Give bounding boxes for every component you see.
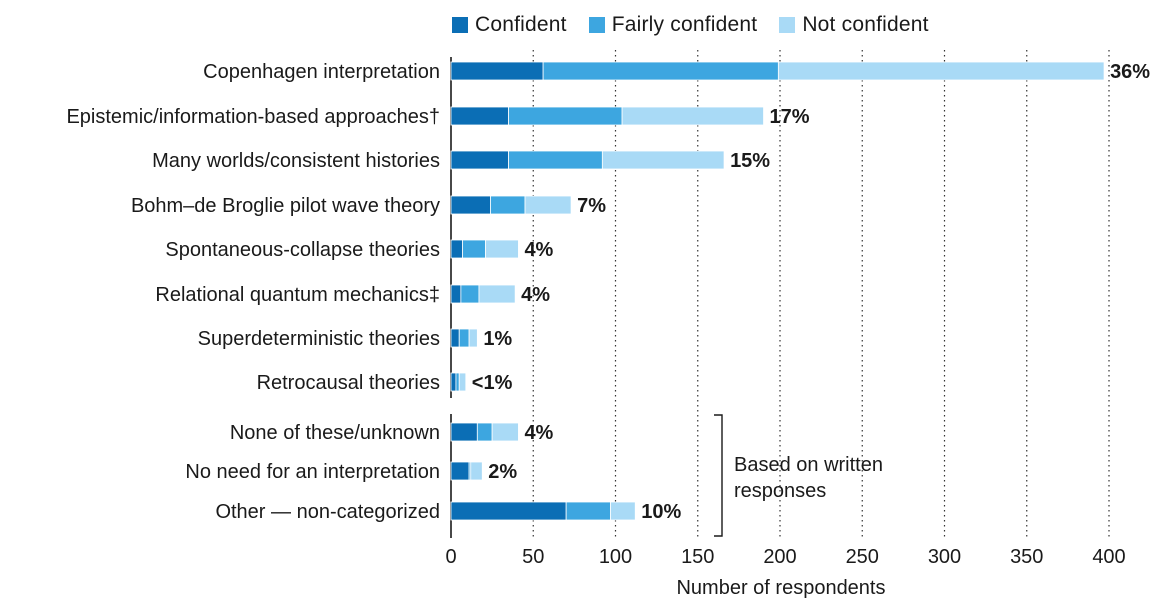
bar-confident-no-need-for-an-interpretation (450, 461, 470, 481)
category-label-spontaneous-collapse-theories: Spontaneous-collapse theories (165, 239, 440, 261)
x-tick-label-350: 350 (1010, 546, 1043, 568)
bar-confident-none-of-these-unknown (450, 422, 478, 442)
legend-label-fairly-confident: Fairly confident (611, 13, 758, 36)
category-label-epistemic-information-based-approaches: Epistemic/information-based approaches† (66, 106, 440, 128)
bar-not-confident-bohm-de-broglie-pilot-wave-theory (524, 195, 572, 215)
bar-fairly-confident-bohm-de-broglie-pilot-wave-theory (490, 195, 526, 215)
data-label-retrocausal-theories: <1% (472, 372, 513, 394)
bar-not-confident-other-non-categorized (610, 501, 636, 521)
x-tick-label-200: 200 (763, 546, 796, 568)
bar-fairly-confident-copenhagen-interpretation (542, 61, 779, 81)
x-tick-label-250: 250 (846, 546, 879, 568)
data-label-superdeterministic-theories: 1% (483, 328, 512, 350)
bar-fairly-confident-other-non-categorized (565, 501, 611, 521)
bar-confident-bohm-de-broglie-pilot-wave-theory (450, 195, 491, 215)
x-axis-title: Number of respondents (676, 577, 885, 599)
bar-not-confident-many-worlds-consistent-histories (601, 150, 725, 170)
bar-confident-other-non-categorized (450, 501, 567, 521)
legend-label-not-confident: Not confident (802, 13, 929, 36)
legend-item-fairly-confident: Fairly confident (588, 13, 758, 37)
bar-not-confident-retrocausal-theories (458, 372, 467, 392)
legend-swatch-not-confident (779, 17, 796, 33)
data-label-relational-quantum-mechanics: 4% (521, 284, 550, 306)
x-tick-label-300: 300 (928, 546, 961, 568)
category-label-superdeterministic-theories: Superdeterministic theories (198, 328, 440, 350)
bar-fairly-confident-epistemic-information-based-approaches (508, 106, 623, 126)
x-tick-label-0: 0 (445, 546, 456, 568)
data-label-no-need-for-an-interpretation: 2% (488, 461, 517, 483)
legend-item-confident: Confident (452, 13, 567, 37)
bar-confident-many-worlds-consistent-histories (450, 150, 509, 170)
bar-confident-relational-quantum-mechanics (450, 284, 462, 304)
bracket-note-line-2: responses (734, 480, 826, 502)
bar-fairly-confident-superdeterministic-theories (458, 328, 470, 348)
data-label-spontaneous-collapse-theories: 4% (524, 239, 553, 261)
bar-fairly-confident-spontaneous-collapse-theories (462, 239, 486, 259)
bar-not-confident-spontaneous-collapse-theories (485, 239, 519, 259)
legend-swatch-confident (452, 17, 468, 33)
bar-fairly-confident-none-of-these-unknown (476, 422, 493, 442)
legend-label-confident: Confident (475, 13, 567, 36)
bracket-note-line-1: Based on written (734, 454, 883, 476)
x-tick-label-400: 400 (1092, 546, 1125, 568)
legend-item-not-confident: Not confident (779, 13, 928, 37)
bar-not-confident-copenhagen-interpretation (777, 61, 1105, 81)
data-label-epistemic-information-based-approaches: 17% (770, 106, 810, 128)
category-label-other-non-categorized: Other — non-categorized (215, 501, 440, 523)
bar-confident-spontaneous-collapse-theories (450, 239, 463, 259)
x-tick-label-50: 50 (522, 546, 544, 568)
bar-not-confident-relational-quantum-mechanics (478, 284, 516, 304)
data-label-bohm-de-broglie-pilot-wave-theory: 7% (577, 195, 606, 217)
data-label-many-worlds-consistent-histories: 15% (730, 150, 770, 172)
bar-fairly-confident-relational-quantum-mechanics (460, 284, 480, 304)
category-label-many-worlds-consistent-histories: Many worlds/consistent histories (152, 150, 440, 172)
bar-confident-superdeterministic-theories (450, 328, 460, 348)
category-label-copenhagen-interpretation: Copenhagen interpretation (203, 61, 440, 83)
written-responses-bracket (714, 414, 723, 537)
category-label-retrocausal-theories: Retrocausal theories (257, 372, 440, 394)
chart-legend: Confident Fairly confident Not confident (452, 13, 951, 37)
category-label-bohm-de-broglie-pilot-wave-theory: Bohm–de Broglie pilot wave theory (131, 195, 440, 217)
category-label-none-of-these-unknown: None of these/unknown (230, 422, 440, 444)
bar-not-confident-no-need-for-an-interpretation (470, 461, 483, 481)
bar-confident-epistemic-information-based-approaches (450, 106, 509, 126)
x-tick-label-150: 150 (681, 546, 714, 568)
bar-fairly-confident-retrocausal-theories (455, 372, 460, 392)
category-label-no-need-for-an-interpretation: No need for an interpretation (185, 461, 440, 483)
bar-not-confident-epistemic-information-based-approaches (621, 106, 764, 126)
bar-not-confident-superdeterministic-theories (468, 328, 478, 348)
x-tick-label-100: 100 (599, 546, 632, 568)
data-label-other-non-categorized: 10% (641, 501, 681, 523)
data-label-copenhagen-interpretation: 36% (1110, 61, 1150, 83)
category-label-relational-quantum-mechanics: Relational quantum mechanics‡ (155, 284, 440, 306)
legend-swatch-fairly-confident (588, 17, 605, 33)
data-label-none-of-these-unknown: 4% (524, 422, 553, 444)
bar-fairly-confident-many-worlds-consistent-histories (508, 150, 603, 170)
bar-confident-retrocausal-theories (450, 372, 457, 392)
bar-not-confident-none-of-these-unknown (491, 422, 519, 442)
bar-confident-copenhagen-interpretation (450, 61, 544, 81)
